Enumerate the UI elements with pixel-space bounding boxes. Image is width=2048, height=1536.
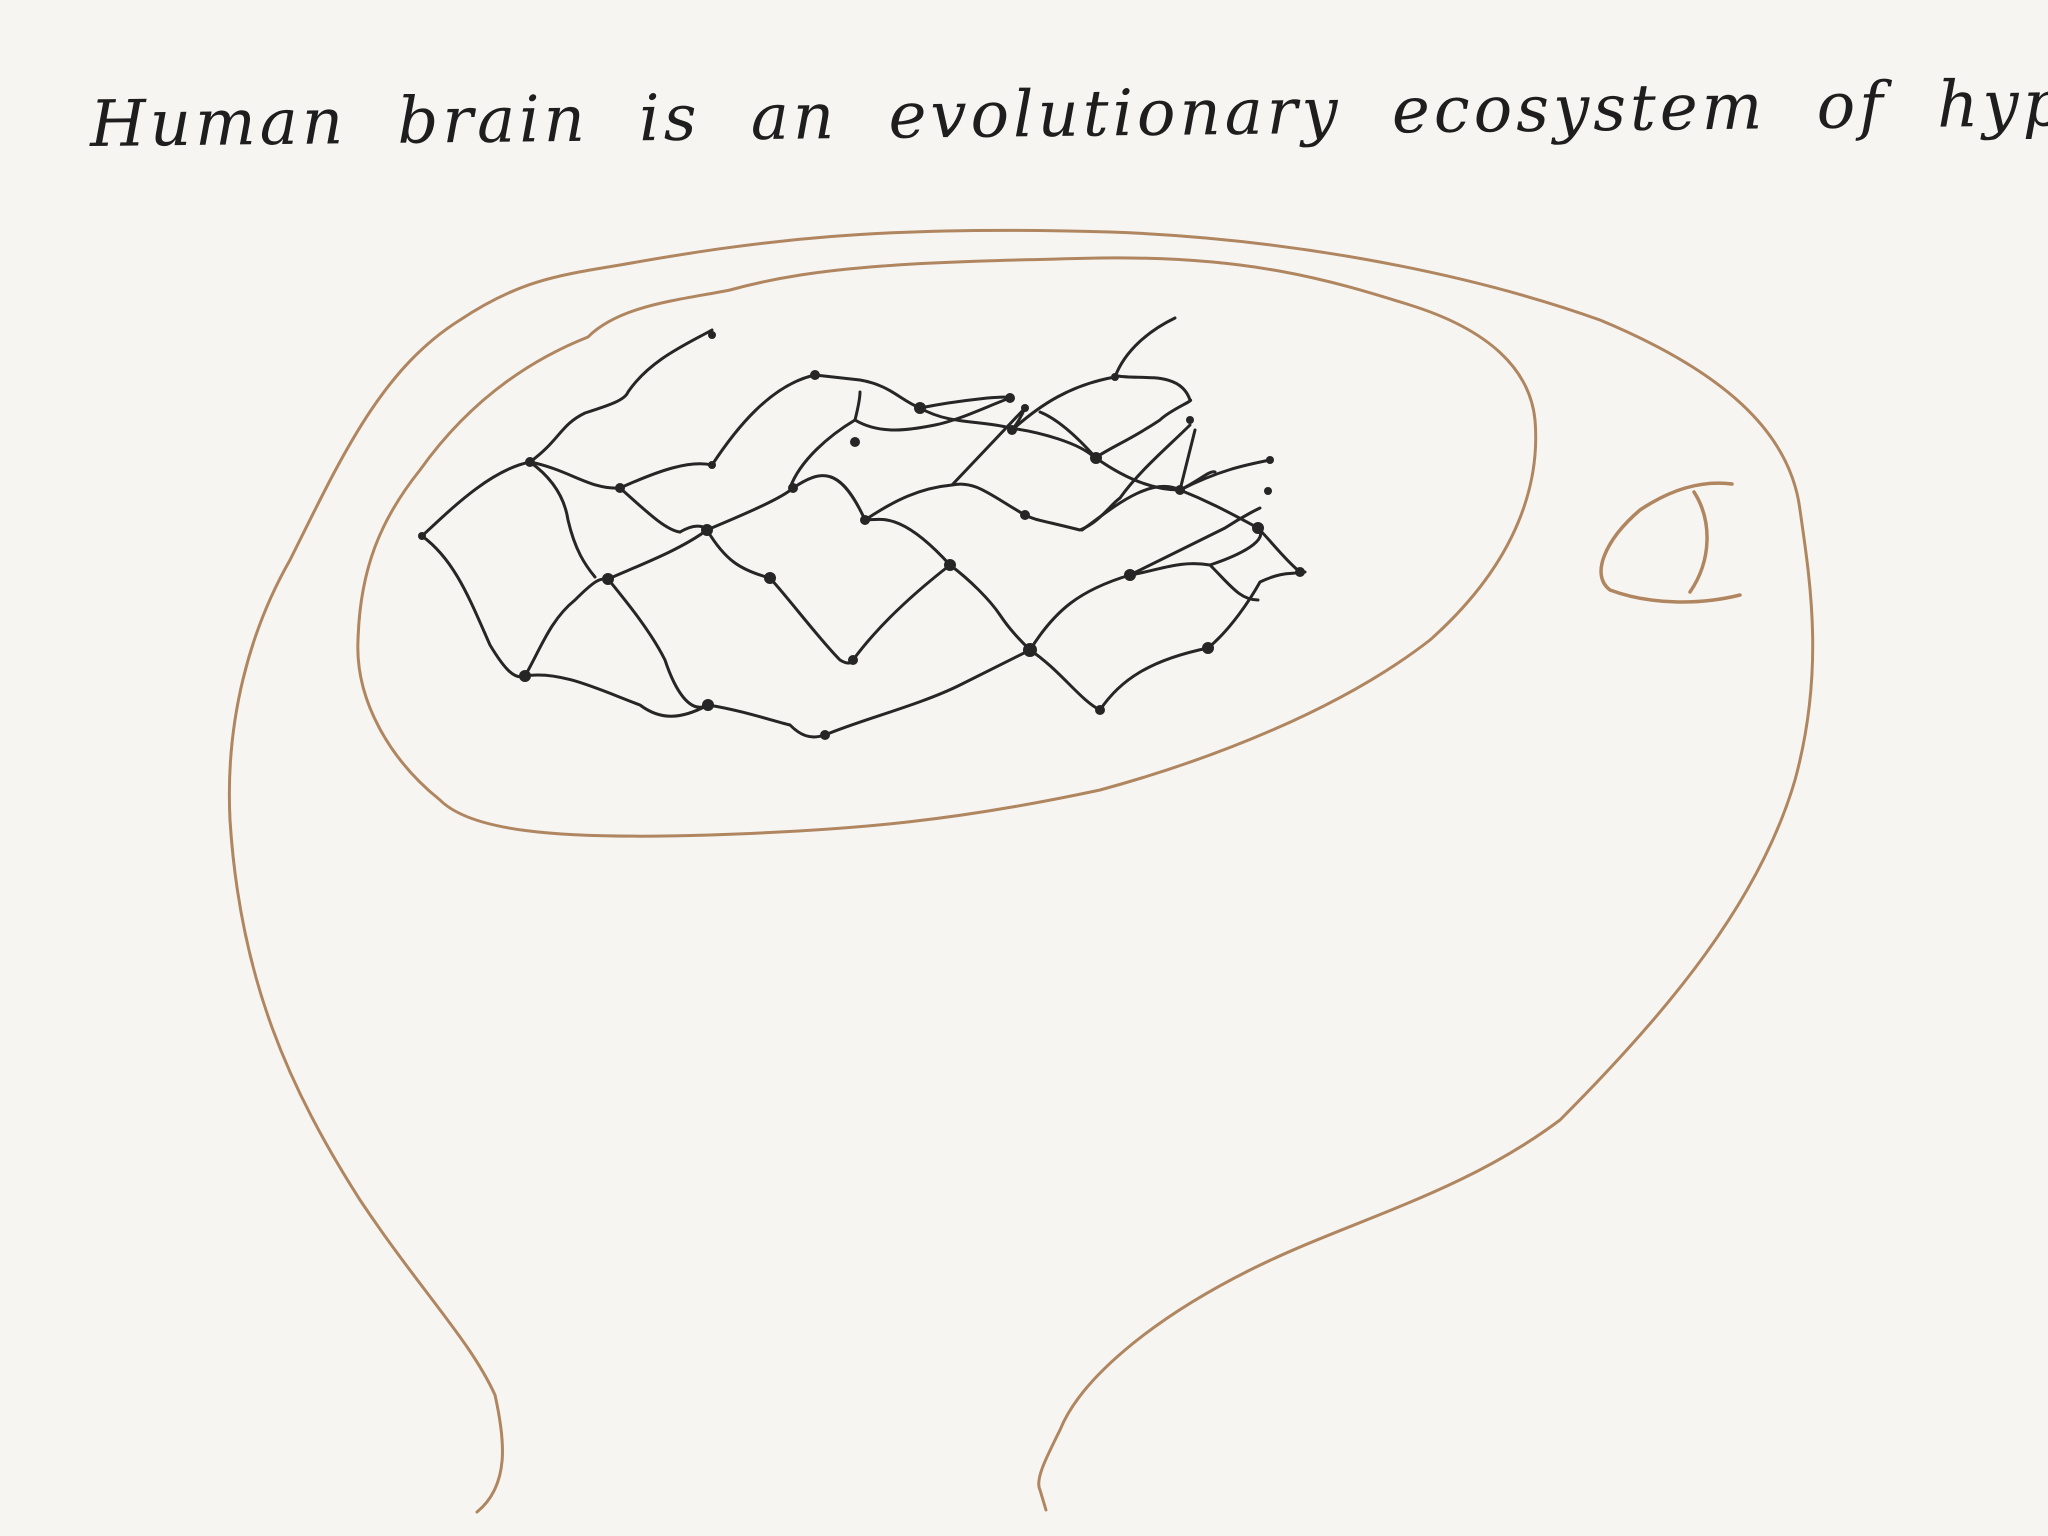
brain-outline xyxy=(356,256,1538,838)
head-outline xyxy=(227,228,1815,1514)
ear xyxy=(1599,481,1742,604)
neural-network xyxy=(420,316,1307,739)
network-nodes xyxy=(418,331,1305,740)
